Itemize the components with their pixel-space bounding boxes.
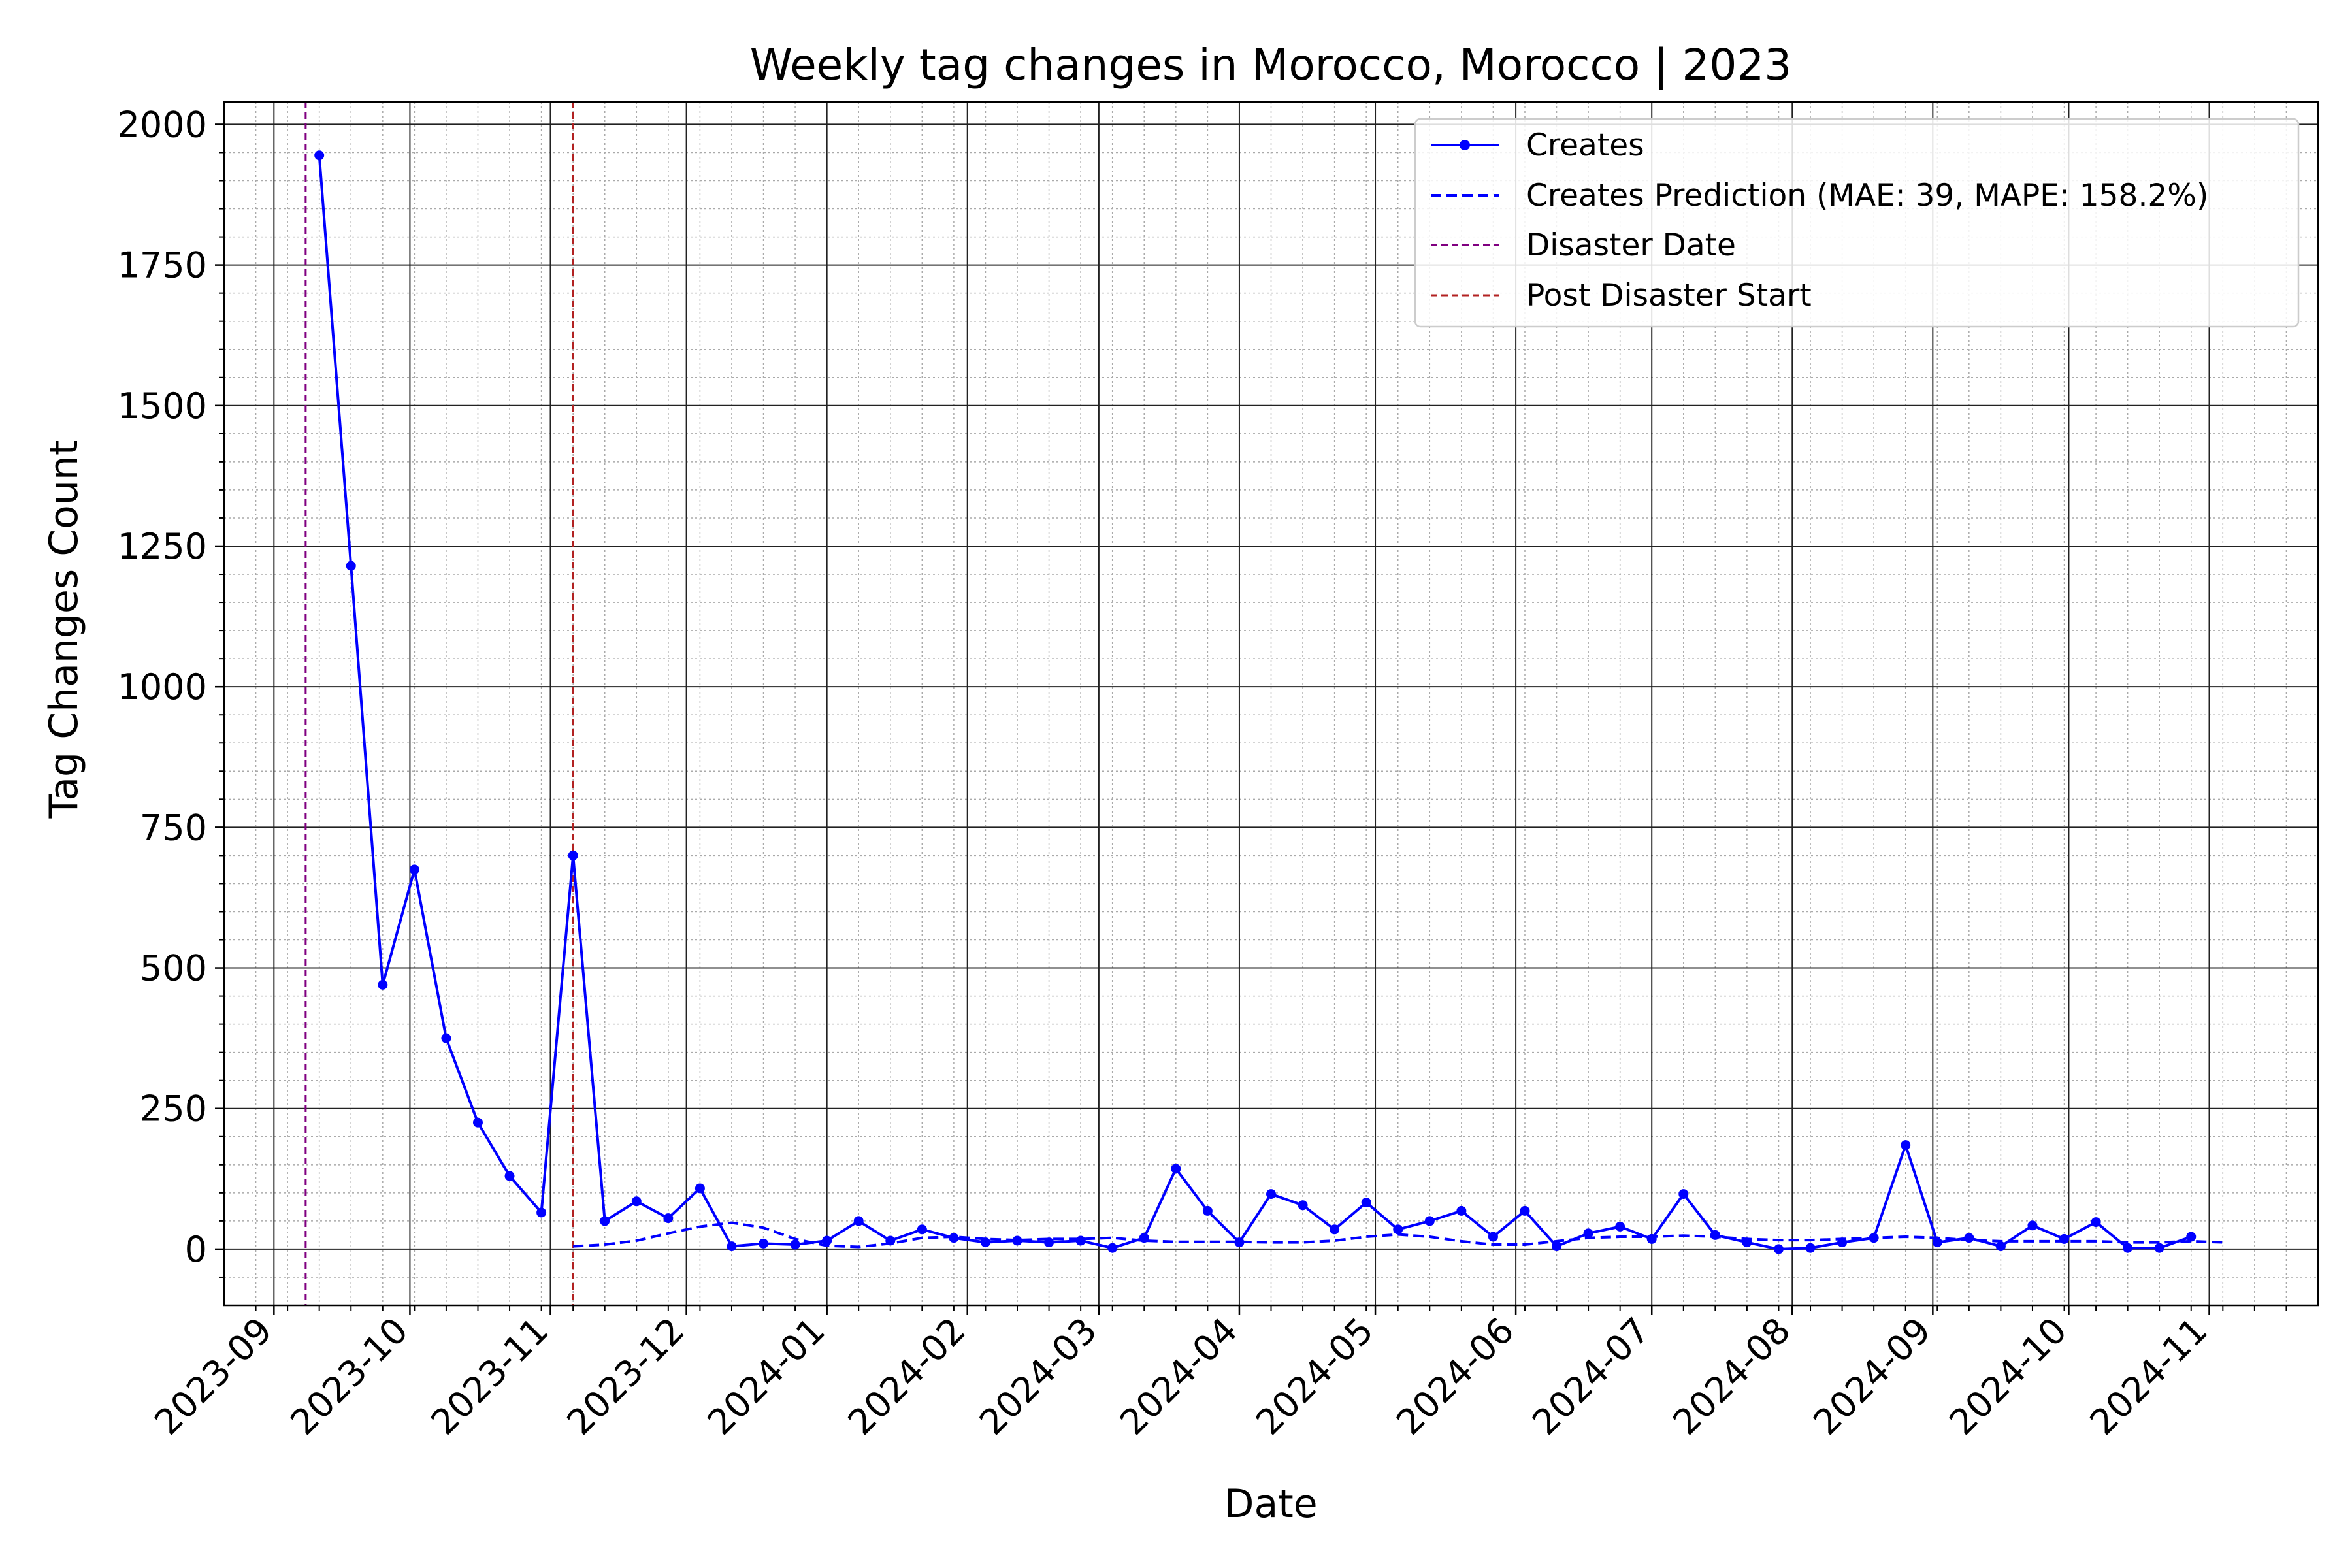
creates-point (1456, 1205, 1467, 1216)
creates-point (441, 1033, 451, 1043)
creates-point (853, 1216, 864, 1226)
y-tick-label: 500 (140, 948, 207, 989)
y-tick-label: 250 (140, 1088, 207, 1130)
creates-point (1646, 1233, 1657, 1244)
creates-point (2091, 1217, 2101, 1228)
creates-point (1869, 1233, 1879, 1243)
prediction-line (573, 1221, 2223, 1249)
creates-point (1932, 1237, 1942, 1248)
creates-point (504, 1171, 515, 1181)
y-tick-label: 1250 (118, 526, 207, 567)
creates-point (2186, 1232, 2197, 1242)
creates-point (1615, 1221, 1625, 1232)
creates-point (472, 1117, 483, 1128)
creates-point (822, 1235, 832, 1246)
y-tick-label: 2000 (118, 104, 207, 145)
legend-creates-label: Creates (1526, 127, 1644, 163)
creates-point (2123, 1243, 2133, 1253)
creates-point (409, 864, 419, 875)
legend-disaster-label: Disaster Date (1526, 227, 1736, 263)
creates-point (1520, 1205, 1530, 1216)
creates-point (1330, 1224, 1340, 1235)
creates-point (1266, 1189, 1276, 1200)
creates-point (631, 1196, 642, 1207)
creates-point (727, 1241, 737, 1252)
creates-point (949, 1233, 959, 1243)
creates-point (1488, 1232, 1498, 1242)
creates-point (1044, 1237, 1054, 1248)
creates-point (917, 1224, 927, 1235)
y-tick-label: 750 (140, 807, 207, 848)
creates-point (346, 561, 356, 571)
creates-point (1298, 1200, 1308, 1211)
legend-post-disaster-label: Post Disaster Start (1526, 278, 1812, 314)
reference-lines (304, 102, 574, 1305)
creates-point (1678, 1189, 1689, 1200)
legend: Creates Creates Prediction (MAE: 39, MAP… (1414, 118, 2300, 328)
creates-point (2154, 1243, 2164, 1253)
creates-point (759, 1238, 769, 1249)
creates-point (1202, 1205, 1213, 1216)
y-tick-label: 1500 (118, 385, 207, 427)
creates-point (378, 979, 388, 990)
creates-point (1234, 1237, 1245, 1248)
creates-point (1075, 1235, 1086, 1246)
chart-title: Weekly tag changes in Morocco, Morocco |… (750, 40, 1792, 90)
legend-creates-marker (1460, 140, 1470, 150)
legend-prediction-label: Creates Prediction (MAE: 39, MAPE: 158.2… (1526, 178, 2208, 214)
x-axis-label: Date (1224, 1481, 1317, 1527)
y-tick-label: 1750 (118, 245, 207, 286)
legend-box (1414, 118, 2300, 328)
creates-point (790, 1239, 800, 1250)
creates-point (568, 850, 578, 860)
creates-point (1837, 1237, 1848, 1248)
creates-point (980, 1237, 990, 1248)
creates-point (1107, 1243, 1118, 1253)
creates-point (1742, 1237, 1752, 1248)
y-axis-label: Tag Changes Count (41, 440, 87, 819)
creates-point (1424, 1216, 1435, 1226)
creates-point (2059, 1233, 2070, 1244)
creates-point (1805, 1243, 1816, 1253)
creates-point (1012, 1235, 1022, 1246)
creates-point (1901, 1140, 1911, 1151)
creates-point (314, 150, 325, 161)
series (314, 150, 2223, 1254)
creates-point (1393, 1224, 1403, 1235)
y-tick-label: 0 (185, 1229, 207, 1270)
y-tick-label: 1000 (118, 666, 207, 708)
creates-point (1964, 1233, 1974, 1243)
creates-point (1171, 1164, 1181, 1174)
creates-point (1710, 1230, 1720, 1240)
creates-line (318, 155, 2192, 1250)
creates-point (1552, 1241, 1562, 1252)
creates-point (1773, 1244, 1784, 1254)
creates-point (536, 1207, 547, 1218)
creates-point (600, 1216, 610, 1226)
creates-point (663, 1213, 674, 1224)
creates-point (1995, 1241, 2006, 1252)
creates-point (1139, 1233, 1149, 1243)
creates-point (2027, 1220, 2038, 1231)
creates-point (694, 1183, 705, 1194)
creates-point (1361, 1197, 1371, 1207)
creates-point (1583, 1228, 1593, 1239)
creates-point (885, 1235, 896, 1246)
